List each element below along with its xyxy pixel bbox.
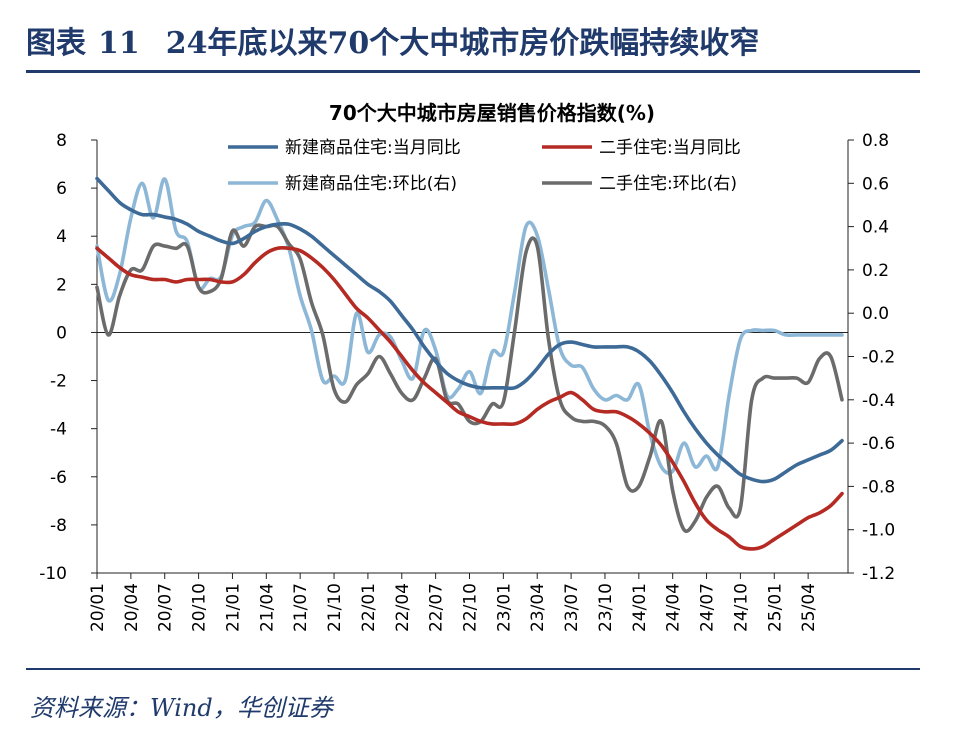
x-tick-label: 22/01: [359, 583, 379, 632]
series-line-3: [95, 223, 844, 534]
figure-prefix: 图表: [26, 26, 86, 61]
y-right-tick-label: 0.4: [862, 218, 889, 238]
x-tick-label: 25/01: [765, 583, 785, 632]
x-tick-label: 24/10: [731, 583, 751, 632]
legend-label-2: 新建商品住宅:环比(右): [285, 174, 457, 194]
y-left-tick-label: -4: [50, 420, 67, 440]
y-right-tick-label: -1.2: [862, 564, 895, 584]
chart-title: 70个大中城市房屋销售价格指数(%): [329, 101, 655, 125]
y-right-tick-label: 0.8: [862, 131, 889, 151]
y-left-tick-label: 0: [56, 323, 67, 343]
x-tick-label: 21/04: [257, 583, 277, 632]
x-tick-label: 21/01: [223, 583, 243, 632]
chart-axes: 8 6 4 2 0 -2 -4 -6 -8 -10 0.8 0.6 0.4 0.2 0.0 -0.2 -0.4 -…: [39, 131, 895, 632]
y-right-tick-label: -0.6: [862, 434, 895, 454]
legend-label-1: 二手住宅:当月同比: [599, 138, 741, 158]
y-left-tick-label: -8: [50, 516, 67, 536]
x-tick-label: 22/04: [393, 583, 413, 632]
y-right-tick-label: -1.0: [862, 521, 895, 541]
y-left-tick-label: 2: [56, 275, 67, 295]
header-rule: [26, 70, 920, 73]
x-tick-label: 20/04: [122, 583, 142, 632]
x-tick-label: 24/01: [630, 583, 650, 632]
y-left-tick-label: -10: [39, 564, 67, 584]
y-left-tick-label: -2: [50, 372, 67, 392]
x-tick-label: 21/07: [291, 583, 311, 632]
source-note: 资料来源：Wind，华创证券: [30, 694, 333, 722]
chart-series: [95, 176, 844, 551]
y-right-tick-label: 0.0: [862, 304, 889, 324]
y-right-tick-label: -0.2: [862, 348, 895, 368]
x-tick-label: 22/07: [427, 583, 447, 632]
x-tick-label: 20/07: [156, 583, 176, 632]
series-line-2: [95, 177, 844, 475]
y-left-tick-label: 8: [56, 131, 67, 151]
y-left-tick-label: 4: [56, 227, 67, 247]
x-tick-label: 23/04: [528, 583, 548, 632]
x-tick-label: 21/10: [325, 583, 345, 632]
x-tick-label: 20/01: [88, 583, 108, 632]
x-tick-label: 20/10: [190, 583, 210, 632]
x-tick-label: 24/04: [664, 583, 684, 632]
legend-label-0: 新建商品住宅:当月同比: [285, 138, 461, 158]
x-tick-label: 23/10: [596, 583, 616, 632]
x-tick-label: 25/04: [799, 583, 819, 632]
y-right-tick-label: -0.8: [862, 477, 895, 497]
figure-header: 图表 11 24年底以来70个大中城市房价跌幅持续收窄: [26, 18, 759, 62]
y-right-tick-label: 0.2: [862, 261, 889, 281]
footer-rule: [26, 668, 920, 670]
series-line-1: [95, 245, 844, 551]
line-chart: 70个大中城市房屋销售价格指数(%) 8 6 4 2 0 -2 -4 -6 -8 -10 0.8 0.…: [39, 101, 895, 632]
x-tick-label: 23/01: [494, 583, 514, 632]
legend-label-3: 二手住宅:环比(右): [599, 174, 737, 194]
x-tick-label: 23/07: [562, 583, 582, 632]
y-right-tick-label: -0.4: [862, 391, 895, 411]
x-tick-label: 24/07: [698, 583, 718, 632]
y-right-tick-label: 0.6: [862, 174, 889, 194]
figure-title: 24年底以来70个大中城市房价跌幅持续收窄: [165, 26, 760, 61]
figure-number: 11: [98, 26, 140, 61]
x-tick-label: 22/10: [461, 583, 481, 632]
series-line-0: [95, 176, 844, 484]
y-left-tick-label: -6: [50, 468, 67, 488]
y-left-tick-label: 6: [56, 179, 67, 199]
